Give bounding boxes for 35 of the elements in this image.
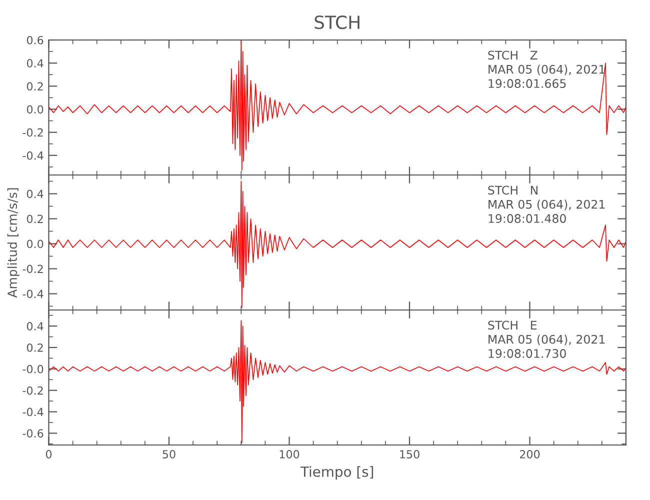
y-tick-label: -0.6 [22, 429, 44, 438]
annotation: STCH E [488, 320, 537, 330]
y-tick-label: -0.2 [22, 264, 43, 274]
annotation: 19:08:01.665 [488, 79, 566, 88]
y-tick-label: 0.0 [26, 240, 44, 248]
annotation: MAR 05 (064), 2021 [488, 200, 605, 210]
chart-title: STCH [314, 15, 360, 30]
y-tick-label: -0.2 [22, 386, 43, 395]
x-tick-label: 100 [280, 450, 300, 458]
line-series [48, 320, 626, 444]
line-series [48, 180, 626, 308]
y-tick-label: 0.6 [26, 36, 44, 44]
y-tick-label: 0.4 [26, 59, 44, 68]
x-tick-label: 0 [46, 450, 52, 458]
annotation: 19:08:01.480 [488, 214, 566, 223]
y-tick-label: -0.4 [22, 151, 44, 160]
x-tick-label: 150 [400, 450, 420, 458]
y-tick-label: -0.4 [22, 290, 44, 298]
x-tick-label: 50 [162, 450, 176, 458]
x-tick-label: 200 [520, 450, 540, 458]
y-axis-title: Amplitud [cm/s/s] [7, 188, 20, 298]
y-tick-label: -0.4 [22, 408, 44, 416]
y-tick-label: 0.2 [26, 82, 43, 91]
y-tick-label: 0.4 [26, 322, 44, 330]
annotation: 19:08:01.730 [488, 349, 566, 358]
y-tick-label: -0.2 [22, 128, 43, 137]
y-tick-label: 0.2 [26, 343, 43, 352]
y-tick-label: 0.4 [26, 190, 44, 198]
y-tick-label: 0.0 [26, 105, 44, 114]
annotation: STCH Z [488, 50, 538, 60]
annotation: STCH N [488, 186, 538, 195]
x-axis-title: Tiempo [s] [300, 466, 374, 480]
y-tick-label: 0.2 [26, 214, 43, 224]
annotation: MAR 05 (064), 2021 [488, 334, 605, 346]
y-tick-label: -0.0 [22, 364, 44, 374]
